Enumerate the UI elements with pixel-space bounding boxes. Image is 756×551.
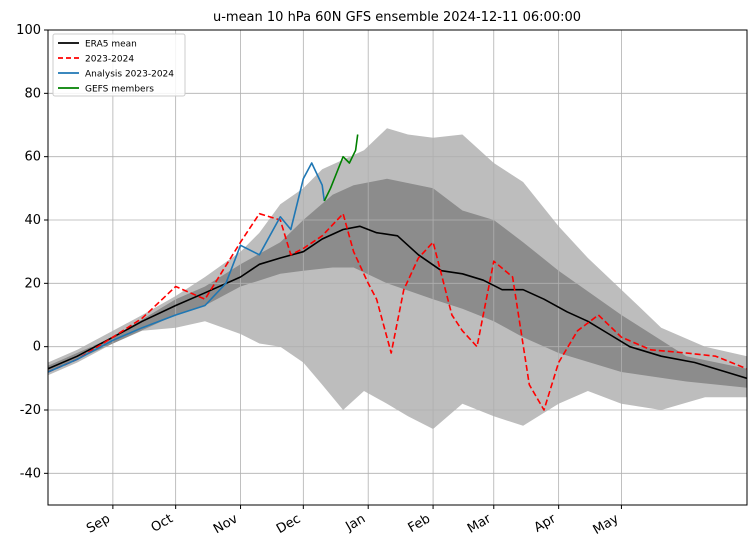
legend-label: ERA5 mean bbox=[85, 40, 137, 50]
legend: ERA5 mean 2023-2024 Analysis 2023-2024 GEFS… bbox=[52, 33, 186, 97]
y-tick-label: -40 bbox=[20, 466, 41, 481]
y-tick-label: 60 bbox=[24, 150, 41, 165]
plot-area bbox=[48, 30, 747, 505]
series-line bbox=[48, 162, 326, 373]
y-tick-label: 80 bbox=[24, 86, 41, 101]
y-tick-label: 100 bbox=[16, 23, 41, 38]
series-line bbox=[48, 212, 747, 411]
y-tick-label: -20 bbox=[20, 403, 41, 418]
legend-label: 2023-2024 bbox=[85, 55, 134, 65]
series-line bbox=[323, 134, 359, 202]
y-tick-label: 40 bbox=[24, 213, 41, 228]
legend-label: GEFS members bbox=[85, 85, 154, 95]
legend-box bbox=[52, 33, 186, 97]
legend-label: Analysis 2023-2024 bbox=[85, 70, 174, 80]
y-tick-label: 0 bbox=[33, 340, 41, 355]
series-line bbox=[48, 225, 747, 380]
plot-frame bbox=[47, 29, 748, 506]
chart-title: u-mean 10 hPa 60N GFS ensemble 2024-12-1… bbox=[213, 10, 581, 25]
plot-content bbox=[48, 30, 747, 505]
y-tick-label: 20 bbox=[24, 276, 41, 291]
